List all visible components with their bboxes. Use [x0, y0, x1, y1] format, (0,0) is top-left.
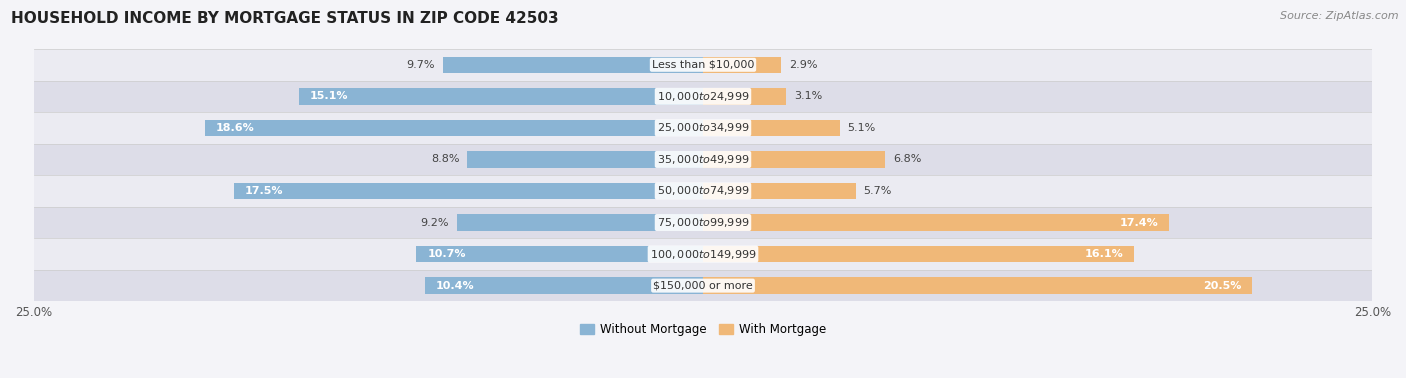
Text: 6.8%: 6.8%: [893, 155, 921, 164]
Text: $35,000 to $49,999: $35,000 to $49,999: [657, 153, 749, 166]
Text: $25,000 to $34,999: $25,000 to $34,999: [657, 121, 749, 135]
Text: 18.6%: 18.6%: [215, 123, 254, 133]
Bar: [703, 214, 1168, 231]
Bar: [34, 238, 1372, 270]
Bar: [425, 277, 703, 294]
Bar: [298, 88, 703, 105]
Bar: [457, 214, 703, 231]
Text: 17.4%: 17.4%: [1119, 217, 1159, 228]
Bar: [34, 81, 1372, 112]
Bar: [34, 270, 1372, 301]
Bar: [416, 246, 703, 262]
Text: $75,000 to $99,999: $75,000 to $99,999: [657, 216, 749, 229]
Text: 3.1%: 3.1%: [794, 91, 823, 101]
Bar: [205, 120, 703, 136]
Text: 15.1%: 15.1%: [309, 91, 347, 101]
Bar: [703, 57, 780, 73]
Text: 2.9%: 2.9%: [789, 60, 817, 70]
Text: 9.7%: 9.7%: [406, 60, 436, 70]
Text: 10.7%: 10.7%: [427, 249, 465, 259]
Text: 8.8%: 8.8%: [430, 155, 460, 164]
Text: 9.2%: 9.2%: [420, 217, 449, 228]
Text: $100,000 to $149,999: $100,000 to $149,999: [650, 248, 756, 260]
Bar: [467, 151, 703, 167]
Text: 5.1%: 5.1%: [848, 123, 876, 133]
Bar: [443, 57, 703, 73]
Bar: [34, 112, 1372, 144]
Text: $150,000 or more: $150,000 or more: [654, 280, 752, 291]
Text: 10.4%: 10.4%: [436, 280, 474, 291]
Bar: [703, 120, 839, 136]
Bar: [703, 246, 1135, 262]
Text: 5.7%: 5.7%: [863, 186, 891, 196]
Text: 16.1%: 16.1%: [1084, 249, 1123, 259]
Text: 17.5%: 17.5%: [245, 186, 284, 196]
Legend: Without Mortgage, With Mortgage: Without Mortgage, With Mortgage: [575, 319, 831, 341]
Bar: [34, 207, 1372, 238]
Bar: [34, 49, 1372, 81]
Bar: [235, 183, 703, 199]
Text: Source: ZipAtlas.com: Source: ZipAtlas.com: [1281, 11, 1399, 21]
Text: 20.5%: 20.5%: [1204, 280, 1241, 291]
Text: HOUSEHOLD INCOME BY MORTGAGE STATUS IN ZIP CODE 42503: HOUSEHOLD INCOME BY MORTGAGE STATUS IN Z…: [11, 11, 558, 26]
Bar: [34, 175, 1372, 207]
Bar: [34, 144, 1372, 175]
Text: Less than $10,000: Less than $10,000: [652, 60, 754, 70]
Bar: [703, 151, 886, 167]
Text: $50,000 to $74,999: $50,000 to $74,999: [657, 184, 749, 197]
Bar: [703, 277, 1251, 294]
Text: $10,000 to $24,999: $10,000 to $24,999: [657, 90, 749, 103]
Bar: [703, 88, 786, 105]
Bar: [703, 183, 856, 199]
